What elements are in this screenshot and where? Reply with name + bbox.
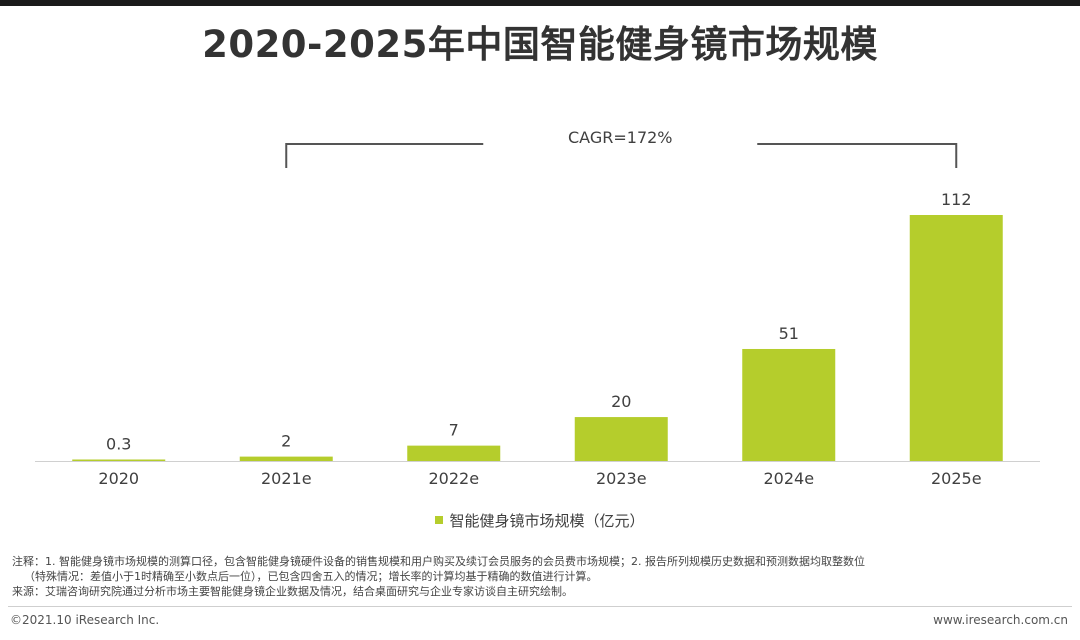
bracket-right bbox=[757, 143, 958, 168]
legend-swatch bbox=[435, 515, 444, 524]
x-axis-ticks: 2020 2021e 2022e 2023e 2024e 2025e bbox=[98, 469, 981, 488]
bar-series: 0.3 2 7 20 51 112 bbox=[72, 190, 1003, 461]
bar-2022e bbox=[407, 445, 501, 461]
source-line: 来源：艾瑞咨询研究院通过分析市场主要智能健身镜企业数据及情况，结合桌面研究与企业… bbox=[12, 585, 573, 598]
note-line-2: （特殊情况：差值小于1时精确至小数点后一位），已包含四舍五入的情况；增长率的计算… bbox=[24, 570, 598, 583]
top-border bbox=[0, 0, 1080, 6]
chart-title: 2020-2025年中国智能健身镜市场规模 bbox=[202, 23, 878, 66]
bar-2024e bbox=[742, 348, 836, 461]
value-label-2022e: 7 bbox=[449, 421, 459, 440]
value-label-2020: 0.3 bbox=[106, 435, 131, 454]
tick-label-2023e: 2023e bbox=[596, 469, 647, 488]
note-line-1: 注释：1. 智能健身镜市场规模的测算口径，包含智能健身镜硬件设备的销售规模和用户… bbox=[12, 555, 865, 568]
bar-2025e bbox=[909, 215, 1003, 461]
tick-label-2020: 2020 bbox=[98, 469, 139, 488]
tick-label-2025e: 2025e bbox=[931, 469, 982, 488]
tick-label-2021e: 2021e bbox=[261, 469, 312, 488]
footer-divider bbox=[8, 606, 1072, 607]
website-link[interactable]: www.iresearch.com.cn bbox=[933, 613, 1068, 627]
cagr-label: CAGR=172% bbox=[568, 128, 673, 147]
value-label-2021e: 2 bbox=[281, 432, 291, 451]
legend: 智能健身镜市场规模（亿元） bbox=[0, 510, 1080, 531]
copyright: ©2021.10 iResearch Inc. bbox=[10, 613, 160, 627]
notes-block: 注释：1. 智能健身镜市场规模的测算口径，包含智能健身镜硬件设备的销售规模和用户… bbox=[12, 554, 1072, 599]
cagr-bracket: CAGR=172% bbox=[285, 128, 958, 168]
bar-2020 bbox=[72, 459, 166, 461]
value-label-2025e: 112 bbox=[941, 190, 972, 209]
value-label-2024e: 51 bbox=[779, 324, 799, 343]
tick-label-2022e: 2022e bbox=[428, 469, 479, 488]
legend-label: 智能健身镜市场规模（亿元） bbox=[449, 512, 645, 530]
bracket-left bbox=[285, 143, 484, 168]
tick-label-2024e: 2024e bbox=[763, 469, 814, 488]
bar-2023e bbox=[574, 417, 668, 461]
value-label-2023e: 20 bbox=[611, 392, 631, 411]
bar-2021e bbox=[239, 456, 333, 461]
